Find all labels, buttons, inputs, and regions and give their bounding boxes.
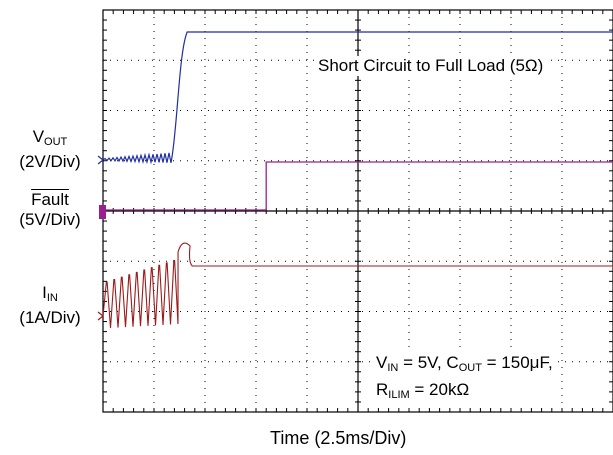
params-annotation: VIN = 5V, COUT = 150μF, RILIM = 20kΩ [374, 352, 555, 406]
params-rilim-sub: ILIM [388, 389, 410, 401]
iin-label: IIN (1A/Div) [2, 283, 98, 328]
traces [102, 31, 613, 329]
params-vin-sub: IN [387, 362, 399, 374]
condition-text: Short Circuit to Full Load (5Ω) [318, 56, 544, 75]
channel-markers [97, 155, 106, 321]
fault-scale: (5V/Div) [19, 210, 81, 229]
vout-name-sub: OUT [44, 136, 68, 148]
params-cout-sub: OUT [458, 362, 482, 374]
grid [102, 9, 613, 413]
iin-trace [102, 242, 613, 329]
x-axis-label: Time (2.5ms/Div) [270, 428, 406, 448]
iin-scale: (1A/Div) [19, 308, 81, 327]
params-rilim-value: = 20kΩ [409, 380, 470, 399]
params-cout-value: = 150μF, [481, 353, 553, 372]
condition-annotation: Short Circuit to Full Load (5Ω) [316, 56, 546, 76]
x-axis-label-text: Time (2.5ms/Div) [270, 428, 407, 448]
fault-marker [99, 205, 106, 219]
vout-scale: (2V/Div) [19, 152, 81, 171]
vout-name: V [32, 127, 45, 146]
params-mid: = 5V, C [398, 353, 459, 372]
fault-name: Fault [31, 190, 69, 209]
params-r: R [376, 380, 389, 399]
iin-name-sub: IN [46, 292, 58, 304]
iin-name: I [42, 283, 47, 302]
vout-marker [97, 155, 104, 165]
fault-trace [103, 161, 613, 211]
params-vin: V [376, 353, 388, 372]
fault-label: Fault (5V/Div) [2, 190, 98, 230]
vout-label: VOUT (2V/Div) [2, 127, 98, 172]
vout-trace [102, 31, 613, 165]
iin-marker [97, 311, 104, 321]
